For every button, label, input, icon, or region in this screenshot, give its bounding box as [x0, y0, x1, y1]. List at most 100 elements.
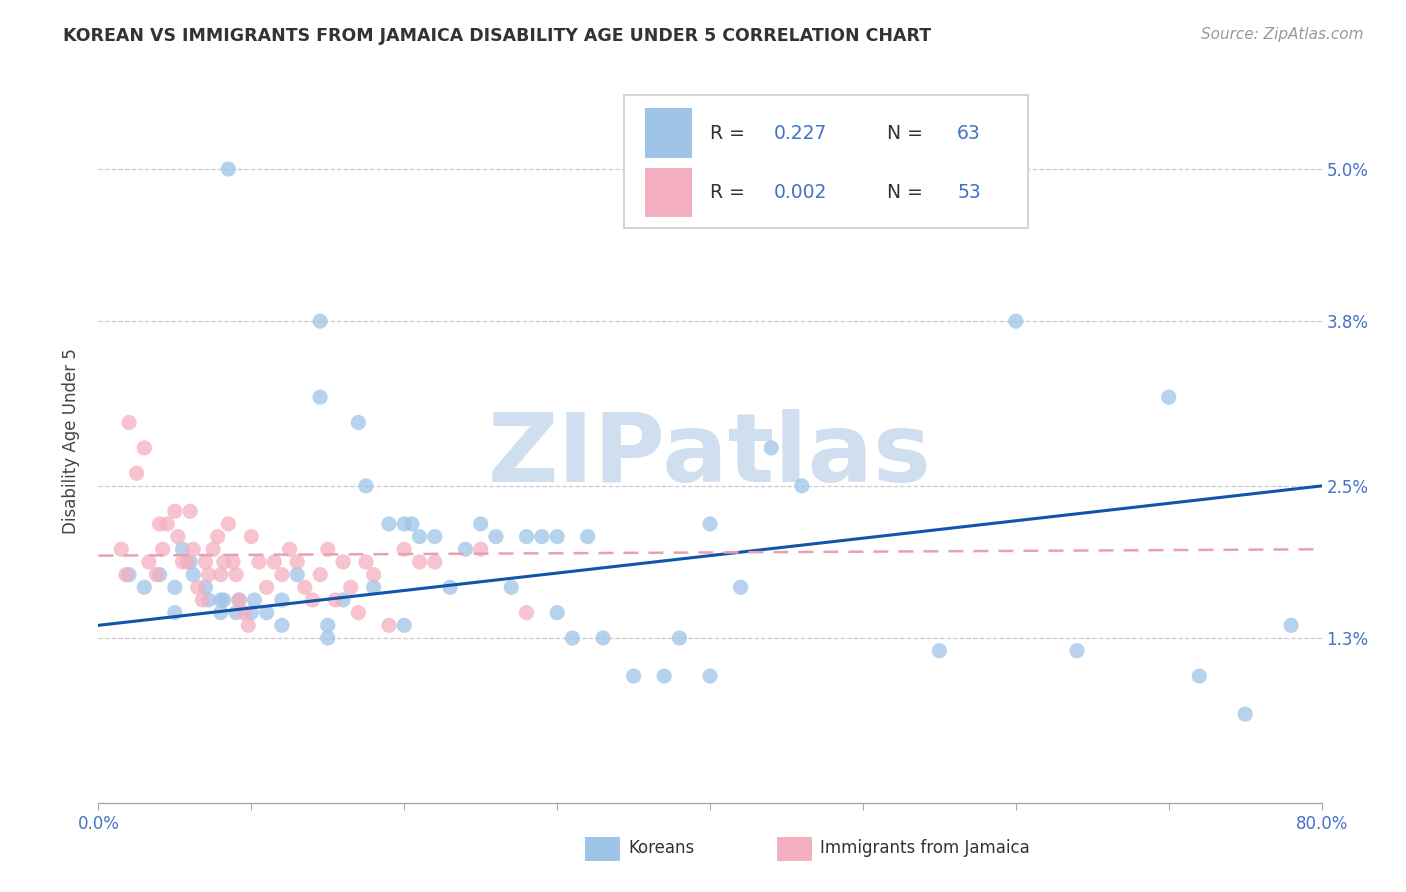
- Point: [408, 530, 430, 544]
- Point: [561, 631, 583, 645]
- Point: [378, 618, 401, 632]
- Point: [1234, 707, 1257, 722]
- Point: [623, 669, 645, 683]
- Point: [392, 618, 416, 632]
- Point: [354, 555, 377, 569]
- Point: [138, 555, 160, 569]
- Point: [423, 530, 446, 544]
- Point: [699, 669, 721, 683]
- Point: [546, 530, 568, 544]
- Point: [309, 314, 332, 328]
- Point: [363, 580, 385, 594]
- Text: Source: ZipAtlas.com: Source: ZipAtlas.com: [1201, 27, 1364, 42]
- Text: 0.002: 0.002: [773, 183, 827, 202]
- Point: [576, 530, 599, 544]
- Point: [408, 555, 430, 569]
- Y-axis label: Disability Age Under 5: Disability Age Under 5: [62, 349, 80, 534]
- Text: R =: R =: [710, 123, 751, 143]
- Point: [134, 441, 156, 455]
- Point: [454, 542, 477, 557]
- Bar: [645, 109, 692, 158]
- Point: [209, 606, 232, 620]
- Point: [222, 555, 245, 569]
- Point: [546, 606, 568, 620]
- Point: [149, 567, 172, 582]
- Point: [730, 580, 752, 594]
- Point: [212, 555, 235, 569]
- Point: [270, 618, 292, 632]
- Point: [363, 567, 385, 582]
- Point: [240, 530, 263, 544]
- Point: [172, 542, 194, 557]
- Bar: [585, 838, 620, 861]
- Point: [156, 516, 179, 531]
- Point: [316, 542, 339, 557]
- Point: [392, 542, 416, 557]
- Point: [176, 555, 198, 569]
- Point: [501, 580, 523, 594]
- Point: [181, 542, 204, 557]
- Point: [232, 606, 254, 620]
- Point: [197, 567, 219, 582]
- Point: [347, 606, 370, 620]
- Point: [145, 567, 167, 582]
- Point: [285, 555, 308, 569]
- Point: [285, 567, 308, 582]
- Text: 53: 53: [957, 183, 981, 202]
- Text: 0.227: 0.227: [773, 123, 827, 143]
- Bar: [645, 168, 692, 217]
- Text: N =: N =: [887, 183, 929, 202]
- Point: [163, 504, 186, 518]
- Point: [423, 555, 446, 569]
- Point: [167, 530, 190, 544]
- Point: [928, 643, 950, 657]
- Point: [699, 516, 721, 531]
- Point: [152, 542, 174, 557]
- Point: [179, 555, 201, 569]
- Point: [194, 555, 217, 569]
- Point: [179, 504, 201, 518]
- Point: [592, 631, 614, 645]
- Point: [1066, 643, 1088, 657]
- Point: [263, 555, 285, 569]
- Point: [243, 593, 266, 607]
- Point: [652, 669, 675, 683]
- Point: [270, 593, 292, 607]
- Point: [325, 593, 347, 607]
- Point: [332, 555, 354, 569]
- Point: [1157, 390, 1180, 404]
- Point: [197, 593, 219, 607]
- Point: [240, 606, 263, 620]
- FancyBboxPatch shape: [624, 95, 1028, 228]
- Point: [163, 606, 186, 620]
- Point: [181, 567, 204, 582]
- Point: [516, 530, 538, 544]
- Point: [401, 516, 423, 531]
- Text: N =: N =: [887, 123, 929, 143]
- Point: [439, 580, 461, 594]
- Text: Koreans: Koreans: [628, 839, 695, 857]
- Point: [202, 542, 225, 557]
- Text: ZIPatlas: ZIPatlas: [488, 409, 932, 502]
- Point: [309, 567, 332, 582]
- Point: [118, 416, 141, 430]
- Point: [194, 580, 217, 594]
- Point: [1188, 669, 1211, 683]
- Point: [134, 580, 156, 594]
- Point: [209, 567, 232, 582]
- Text: 63: 63: [957, 123, 981, 143]
- Point: [217, 516, 239, 531]
- Point: [212, 593, 235, 607]
- Point: [668, 631, 690, 645]
- Bar: [778, 838, 811, 861]
- Point: [149, 516, 172, 531]
- Point: [516, 606, 538, 620]
- Point: [339, 580, 361, 594]
- Point: [256, 606, 278, 620]
- Point: [172, 555, 194, 569]
- Point: [115, 567, 138, 582]
- Point: [187, 580, 209, 594]
- Point: [247, 555, 270, 569]
- Point: [163, 580, 186, 594]
- Point: [347, 416, 370, 430]
